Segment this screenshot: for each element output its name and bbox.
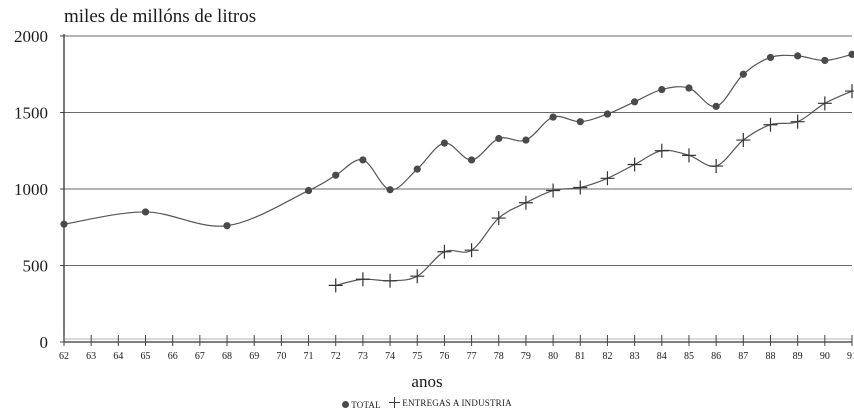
legend: TOTAL ENTREGAS A INDUSTRIA [0, 397, 854, 410]
data-point-total [495, 134, 503, 143]
data-point-entregas [627, 157, 642, 172]
dot-icon [342, 401, 350, 408]
data-point-entregas [328, 278, 343, 293]
y-tick-label: 1000 [14, 180, 48, 199]
data-point-total [332, 171, 340, 179]
x-tick-label: 83 [630, 351, 640, 362]
data-point-total [603, 110, 612, 118]
x-tick-label: 73 [358, 351, 368, 362]
data-point-entregas [546, 183, 561, 198]
x-tick-label: 82 [602, 351, 612, 362]
data-point-entregas [600, 171, 615, 186]
x-tick-label: 62 [59, 351, 69, 362]
data-point-entregas [845, 84, 854, 99]
x-tick-label: 64 [113, 351, 123, 362]
x-tick-label: 89 [793, 351, 803, 362]
data-point-total [386, 186, 394, 194]
data-point-entregas [681, 148, 696, 163]
x-tick-label: 86 [711, 351, 721, 362]
data-point-total [685, 84, 693, 92]
data-point-total [576, 118, 584, 126]
data-point-entregas [410, 269, 425, 284]
data-point-total [141, 208, 150, 216]
y-tick-label: 0 [40, 333, 49, 352]
x-tick-label: 68 [222, 351, 232, 362]
data-point-total [848, 50, 854, 58]
x-tick-label: 69 [249, 351, 259, 362]
legend-item-entregas: ENTREGAS A INDUSTRIA [389, 397, 512, 408]
data-point-entregas [464, 243, 479, 258]
x-tick-label: 88 [765, 351, 775, 362]
data-point-total [467, 156, 476, 164]
data-point-total [658, 85, 666, 94]
data-point-entregas [763, 117, 778, 132]
x-tick-label: 79 [521, 351, 531, 362]
x-tick-label: 80 [548, 351, 558, 362]
data-point-total [821, 56, 829, 65]
series-line-total [63, 53, 853, 227]
legend-label-total: TOTAL [351, 399, 381, 410]
x-tick-label: 78 [494, 351, 504, 362]
data-point-total [766, 53, 775, 62]
x-tick-label: 77 [467, 351, 477, 362]
data-point-entregas [437, 244, 452, 259]
data-point-entregas [518, 195, 533, 210]
x-tick-label: 74 [385, 351, 395, 362]
x-tick-label: 63 [86, 351, 96, 362]
legend-item-total: TOTAL [342, 400, 381, 410]
x-tick-label: 90 [820, 351, 830, 362]
x-tick-label: 76 [439, 351, 449, 362]
data-point-total [794, 52, 802, 60]
x-tick-label: 87 [738, 351, 748, 362]
x-axis-label: anos [411, 372, 443, 391]
data-point-total [440, 139, 449, 147]
x-tick-label: 84 [657, 351, 667, 362]
data-point-total [304, 186, 313, 195]
x-tick-label: 67 [195, 351, 205, 362]
data-point-total [359, 156, 367, 164]
x-tick-label: 72 [331, 351, 341, 362]
data-point-entregas [790, 114, 805, 129]
data-point-total [549, 113, 557, 121]
data-point-entregas [736, 133, 751, 148]
data-point-entregas [817, 96, 832, 111]
x-tick-label: 70 [276, 351, 286, 362]
data-point-total [631, 98, 639, 106]
cross-icon [389, 397, 401, 408]
data-point-total [739, 70, 747, 78]
data-point-total [413, 165, 421, 173]
y-tick-label: 1500 [14, 104, 48, 123]
data-point-total [522, 136, 530, 144]
data-point-entregas [573, 180, 588, 195]
y-axis-label: miles de millóns de litros [64, 6, 257, 27]
data-point-entregas [383, 273, 398, 288]
data-point-entregas [355, 272, 370, 287]
data-point-entregas [491, 211, 506, 226]
x-tick-label: 85 [684, 351, 694, 362]
data-point-total [223, 222, 231, 230]
x-tick-label: 75 [412, 351, 422, 362]
data-point-total [712, 102, 720, 110]
y-tick-label: 2000 [14, 27, 48, 46]
x-tick-label: 81 [575, 351, 585, 362]
x-tick-label: 71 [304, 351, 314, 362]
data-point-total [60, 220, 68, 228]
x-tick-label: 65 [141, 351, 151, 362]
x-tick-label: 91 [847, 351, 854, 362]
y-tick-label: 500 [23, 257, 49, 276]
legend-label-entregas: ENTREGAS A INDUSTRIA [402, 397, 512, 408]
data-point-entregas [709, 159, 724, 174]
data-point-entregas [654, 143, 669, 158]
x-tick-label: 66 [168, 351, 178, 362]
series-line-entregas [335, 90, 853, 286]
